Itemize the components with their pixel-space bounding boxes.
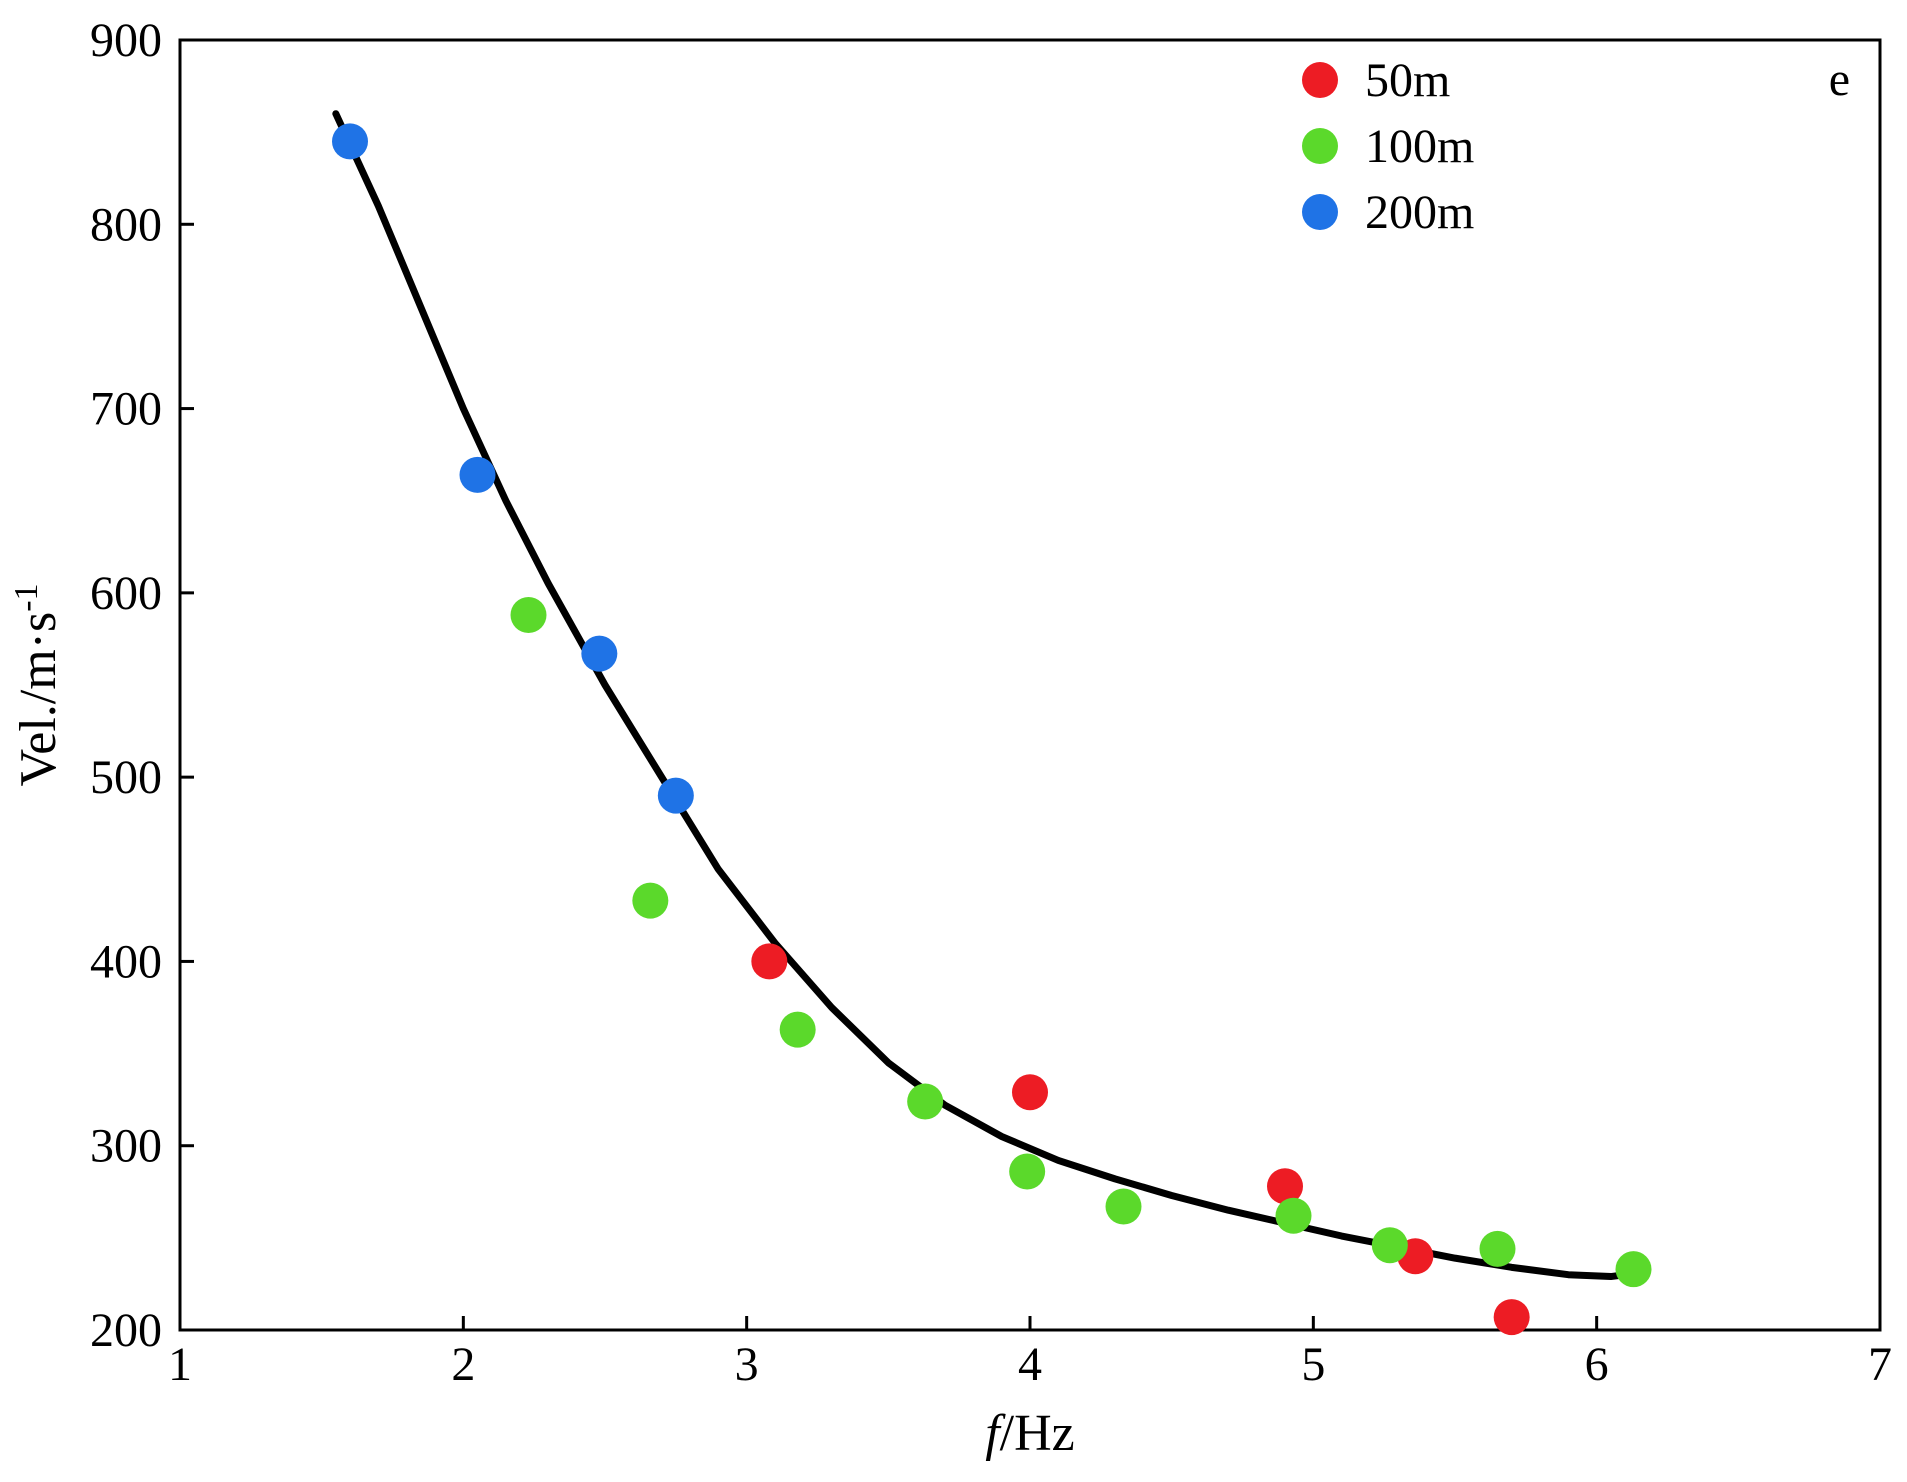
data-point-200m: [581, 636, 617, 672]
data-point-50m: [751, 943, 787, 979]
x-tick-label: 5: [1301, 1338, 1325, 1391]
data-point-100m: [511, 597, 547, 633]
data-point-100m: [780, 1012, 816, 1048]
data-point-50m: [1494, 1299, 1530, 1335]
dispersion-chart: 1 2 3 4 5 6 7 200 300 400 500 600 700 800 900 f/Hz Vel./…: [0, 0, 1907, 1482]
y-axis-label: Vel./m·s-1: [8, 583, 68, 786]
data-point-200m: [460, 457, 496, 493]
x-tick-label: 3: [735, 1338, 759, 1391]
legend-label-200m: 200m: [1365, 186, 1474, 239]
x-axis-label: f/Hz: [985, 1405, 1075, 1462]
chart-container: 1 2 3 4 5 6 7 200 300 400 500 600 700 800 900 f/Hz Vel./…: [0, 0, 1907, 1482]
x-tick-label: 4: [1018, 1338, 1042, 1391]
data-point-100m: [1616, 1251, 1652, 1287]
legend-label-100m: 100m: [1365, 120, 1474, 173]
y-tick-label: 900: [90, 14, 162, 67]
x-tick-label: 1: [168, 1338, 192, 1391]
y-tick-label: 200: [90, 1304, 162, 1357]
x-tick-label: 2: [451, 1338, 475, 1391]
data-point-100m: [1480, 1231, 1516, 1267]
legend-label-50m: 50m: [1365, 54, 1450, 107]
x-tick-label: 7: [1868, 1338, 1892, 1391]
legend-marker-50m: [1302, 62, 1338, 98]
y-tick-label: 600: [90, 567, 162, 620]
data-point-50m: [1012, 1074, 1048, 1110]
y-tick-label: 700: [90, 383, 162, 436]
data-point-100m: [1276, 1198, 1312, 1234]
data-point-100m: [1372, 1227, 1408, 1263]
y-tick-label: 500: [90, 751, 162, 804]
data-point-100m: [1009, 1154, 1045, 1190]
y-tick-label: 800: [90, 198, 162, 251]
y-tick-label: 400: [90, 935, 162, 988]
data-point-100m: [1106, 1189, 1142, 1225]
legend-marker-100m: [1302, 128, 1338, 164]
y-tick-label: 300: [90, 1120, 162, 1173]
data-point-200m: [658, 778, 694, 814]
x-tick-label: 6: [1585, 1338, 1609, 1391]
panel-label: e: [1829, 53, 1850, 106]
data-point-100m: [632, 883, 668, 919]
legend-marker-200m: [1302, 194, 1338, 230]
data-point-100m: [907, 1083, 943, 1119]
data-point-200m: [332, 123, 368, 159]
